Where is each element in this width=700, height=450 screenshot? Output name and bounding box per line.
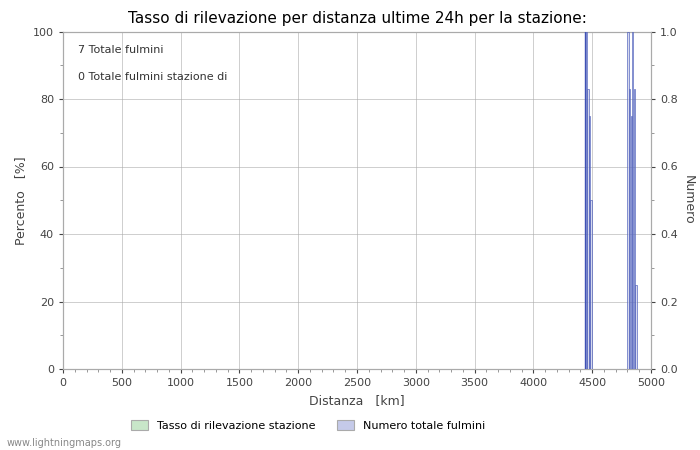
Title: Tasso di rilevazione per distanza ultime 24h per la stazione:: Tasso di rilevazione per distanza ultime… xyxy=(127,11,587,26)
Bar xyxy=(629,89,631,369)
Bar xyxy=(632,32,634,369)
Text: 7 Totale fulmini: 7 Totale fulmini xyxy=(78,45,163,55)
X-axis label: Distanza   [km]: Distanza [km] xyxy=(309,394,405,407)
Text: www.lightningmaps.org: www.lightningmaps.org xyxy=(7,438,122,448)
Bar xyxy=(586,32,587,369)
Legend: Tasso di rilevazione stazione, Numero totale fulmini: Tasso di rilevazione stazione, Numero to… xyxy=(127,416,489,436)
Text: 0 Totale fulmini stazione di: 0 Totale fulmini stazione di xyxy=(78,72,227,82)
Bar xyxy=(634,89,635,369)
Y-axis label: Numero: Numero xyxy=(681,176,694,225)
Bar xyxy=(590,200,592,369)
Bar xyxy=(587,89,589,369)
Bar xyxy=(627,32,629,369)
Y-axis label: Percento   [%]: Percento [%] xyxy=(15,156,27,244)
Bar xyxy=(589,116,590,369)
Bar xyxy=(631,116,632,369)
Bar xyxy=(635,284,636,369)
